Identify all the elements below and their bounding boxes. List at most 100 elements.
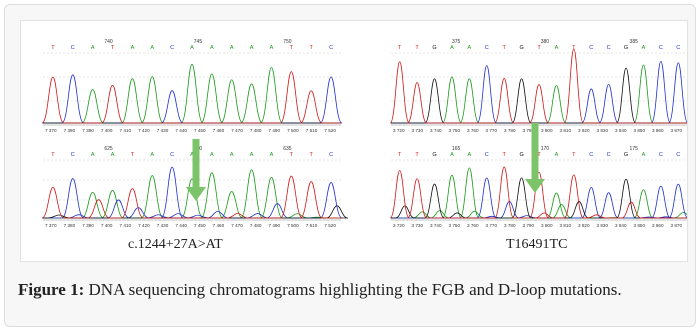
axis-label: 3 730: [412, 128, 424, 133]
base-call: G: [519, 45, 523, 51]
base-call: A: [210, 152, 214, 158]
axis-label: 3 750: [449, 223, 461, 228]
base-call: T: [290, 152, 294, 158]
base-call: T: [111, 45, 115, 51]
base-call: A: [270, 152, 274, 158]
axis-label: 3 850: [634, 223, 646, 228]
axis-label: 7 400: [101, 128, 113, 133]
base-call: A: [230, 152, 234, 158]
axis-label: 3 820: [578, 223, 590, 228]
page: 740745750TCATAACAAAAATTC7 3707 3807 3907…: [0, 0, 700, 331]
sublabel: T16491TC: [506, 237, 567, 253]
axis-label: 7 370: [45, 128, 57, 133]
axis-label: 3 750: [449, 128, 461, 133]
base-call: G: [624, 152, 628, 158]
axis-label: 3 850: [634, 128, 646, 133]
trace: [391, 168, 687, 218]
base-call: A: [111, 152, 115, 158]
axis-label: 7 520: [324, 223, 336, 228]
axis-label: 3 800: [541, 128, 553, 133]
base-call: G: [432, 45, 436, 51]
axis-label: 7 400: [101, 223, 113, 228]
base-call: T: [310, 152, 314, 158]
base-call: T: [310, 45, 314, 51]
base-call: C: [607, 45, 611, 51]
trace: [390, 49, 687, 123]
axis-label: 7 460: [213, 223, 225, 228]
axis-label: 3 800: [541, 223, 553, 228]
axis-label: 3 870: [671, 128, 683, 133]
base-call: A: [555, 45, 559, 51]
axis-label: 7 410: [120, 128, 132, 133]
axis-label: 7 460: [213, 128, 225, 133]
sublabel: c.1244+27A>AT: [128, 237, 223, 253]
axis-label: 3 740: [430, 128, 442, 133]
base-call: T: [398, 45, 402, 51]
axis-label: 7 440: [175, 223, 187, 228]
base-call: A: [450, 152, 454, 158]
arrow-head: [186, 187, 206, 201]
base-call: C: [676, 45, 680, 51]
position-label: 745: [194, 39, 203, 45]
trace: [42, 176, 341, 218]
axis-label: 3 860: [652, 223, 664, 228]
axis-label: 7 380: [64, 128, 76, 133]
base-call: T: [131, 152, 135, 158]
base-call: C: [485, 152, 489, 158]
axis-label: 3 870: [671, 223, 683, 228]
base-call: G: [432, 152, 436, 158]
base-call: C: [71, 45, 75, 51]
axis-label: 3 810: [560, 223, 572, 228]
axis-label: 7 490: [269, 128, 281, 133]
base-call: C: [170, 45, 174, 51]
base-call: A: [210, 45, 214, 51]
base-call: A: [230, 45, 234, 51]
base-call: T: [290, 45, 294, 51]
base-call: T: [51, 152, 55, 158]
axis-label: 3 840: [615, 128, 627, 133]
axis-label: 3 730: [412, 223, 424, 228]
axis-label: 7 430: [157, 128, 169, 133]
base-call: A: [270, 45, 274, 51]
trace: [391, 68, 687, 123]
base-call: A: [250, 152, 254, 158]
base-call: A: [468, 152, 472, 158]
caption-label: Figure 1:: [18, 280, 84, 299]
axis-label: 7 510: [306, 128, 318, 133]
axis-label: 7 410: [120, 223, 132, 228]
base-call: A: [190, 45, 194, 51]
axis-label: 3 780: [504, 128, 516, 133]
axis-label: 7 510: [306, 223, 318, 228]
base-call: C: [607, 152, 611, 158]
trace: [391, 65, 687, 123]
base-call: A: [468, 45, 472, 51]
base-call: A: [555, 152, 559, 158]
base-call: A: [150, 45, 154, 51]
axis-label: 7 500: [287, 223, 299, 228]
axis-label: 7 380: [64, 223, 76, 228]
axis-label: 3 760: [467, 128, 479, 133]
base-call: A: [91, 45, 95, 51]
trace: [390, 167, 687, 218]
axis-label: 3 720: [393, 128, 405, 133]
trace: [391, 61, 687, 123]
axis-label: 7 440: [175, 128, 187, 133]
axis-label: 7 390: [82, 128, 94, 133]
axis-label: 7 490: [269, 223, 281, 228]
base-call: T: [415, 152, 419, 158]
axis-label: 7 470: [231, 128, 243, 133]
base-call: C: [170, 152, 174, 158]
axis-label: 3 830: [597, 128, 609, 133]
base-call: A: [131, 45, 135, 51]
axis-label: 3 740: [430, 223, 442, 228]
base-call: A: [450, 45, 454, 51]
axis-label: 3 780: [504, 223, 516, 228]
base-call: T: [502, 45, 506, 51]
axis-label: 7 430: [157, 223, 169, 228]
base-call: T: [415, 45, 419, 51]
axis-label: 7 470: [231, 223, 243, 228]
axis-label: 7 420: [138, 128, 150, 133]
axis-label: 7 500: [287, 128, 299, 133]
base-call: T: [572, 152, 576, 158]
position-label: 170: [541, 146, 550, 152]
